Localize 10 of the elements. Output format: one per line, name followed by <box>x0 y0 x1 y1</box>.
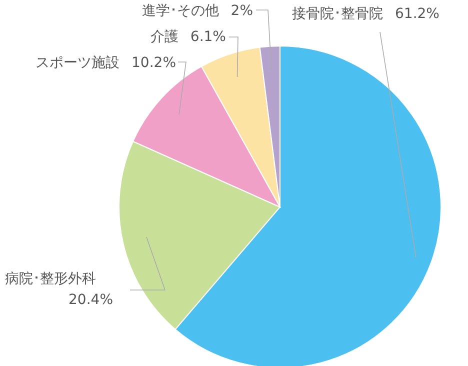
slice-label: 病院･整形外科 <box>5 271 96 287</box>
slice-label: 進学･その他 <box>142 3 219 19</box>
data-label: 20.4% <box>68 292 113 308</box>
slice-label: 接骨院･整骨院 <box>292 6 383 22</box>
slice-label: 介護 <box>150 29 178 45</box>
data-label: 61.2% <box>395 6 440 22</box>
data-label: 10.2% <box>132 55 176 71</box>
data-label: 2% <box>230 3 253 19</box>
data-label: 6.1% <box>190 29 226 45</box>
slice-label: スポーツ施設 <box>36 55 120 71</box>
